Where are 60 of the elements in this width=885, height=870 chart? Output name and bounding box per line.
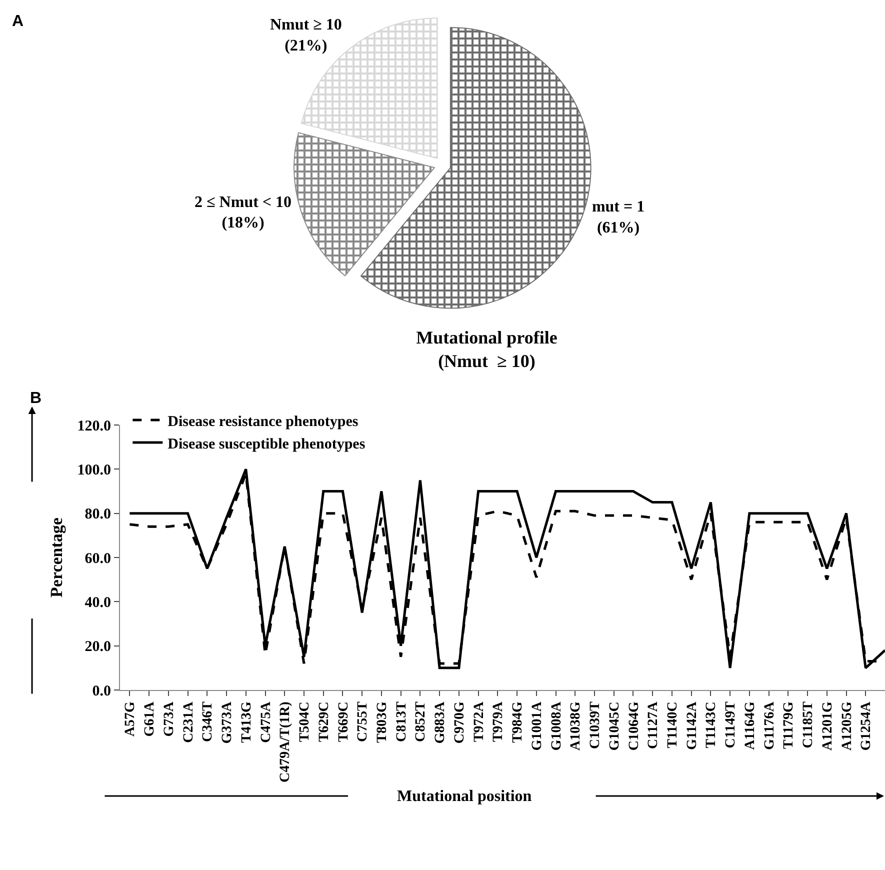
text: B [30, 390, 42, 407]
x-tick-label: T984G [510, 701, 526, 743]
x-tick-label: G1008A [549, 700, 564, 751]
x-tick-label: G61A [142, 700, 158, 737]
x-tick-label: T669C [336, 702, 352, 742]
text: A [12, 13, 24, 30]
x-tick-label: G1001A [530, 700, 545, 751]
x-tick-label: T1140C [666, 702, 681, 748]
y-axis-title: Percentage [46, 517, 66, 598]
x-tick-label: C755T [356, 700, 371, 742]
x-tick-label: T504C [298, 702, 313, 742]
y-tick-label: 40.0 [84, 594, 111, 611]
x-tick-label: C1127A [646, 700, 662, 750]
x-tick-label: T413G [239, 701, 254, 743]
chart-title: Mutational profile [416, 328, 558, 348]
y-tick-label: 80.0 [84, 506, 111, 523]
x-tick-label: T1143C [704, 702, 720, 748]
x-tick-label: T972A [472, 700, 487, 742]
x-tick-label: C1039T [588, 700, 604, 750]
data-label: (18%) [222, 214, 264, 232]
x-tick-label: C1064G [626, 701, 642, 751]
x-tick-label: G883A [433, 700, 448, 744]
x-tick-label: C852T [414, 700, 429, 742]
x-tick-label: C479A/T(1R) [278, 701, 294, 782]
x-tick-label: C346T [200, 700, 216, 742]
x-tick-label: T629C [316, 702, 332, 742]
x-tick-label: G73A [162, 700, 177, 737]
x-tick-label: A1038G [568, 701, 584, 751]
y-tick-label: 0.0 [92, 683, 111, 700]
x-tick-label: C231A [181, 700, 196, 743]
y-tick-label: 120.0 [77, 418, 111, 434]
x-tick-label: A57G [123, 701, 138, 737]
x-tick-label: C475A [258, 700, 274, 743]
x-tick-label: G1045C [607, 702, 622, 751]
x-tick-label: C1185T [801, 700, 816, 748]
data-label: (61%) [596, 219, 640, 236]
x-tick-label: C813T [394, 700, 410, 742]
slice-label: mut = 1 [592, 198, 645, 216]
x-tick-label: C1149T [724, 700, 739, 748]
x-tick-label: G1142A [684, 700, 700, 750]
slice-label: 2 ≤ Nmut < 10 [194, 194, 292, 211]
x-tick-label: A1164G [742, 701, 758, 750]
y-tick-label: 100.0 [77, 462, 111, 478]
legend-label: Disease resistance phenotypes [168, 414, 358, 430]
y-tick-label: 20.0 [84, 639, 111, 656]
x-tick-label: A1201G [820, 701, 836, 751]
y-tick-label: 60.0 [84, 550, 111, 567]
data-label: (21%) [284, 38, 328, 55]
x-tick-label: G373A [220, 700, 236, 744]
x-tick-label: A1205G [840, 701, 855, 751]
x-tick-label: C970G [452, 701, 468, 744]
x-axis-title: Mutational position [397, 788, 532, 805]
x-tick-label: G1254A [859, 700, 874, 751]
chart-subtitle: (Nmut ≥ 10) [438, 350, 536, 371]
x-tick-label: T979A [491, 700, 506, 742]
x-tick-label: T1179G [782, 702, 797, 750]
legend-label: Disease susceptible phenotypes [168, 436, 366, 452]
x-tick-label: G1176A [762, 700, 778, 750]
slice-label: Nmut ≥ 10 [270, 16, 342, 34]
x-tick-label: T803G [375, 701, 390, 743]
